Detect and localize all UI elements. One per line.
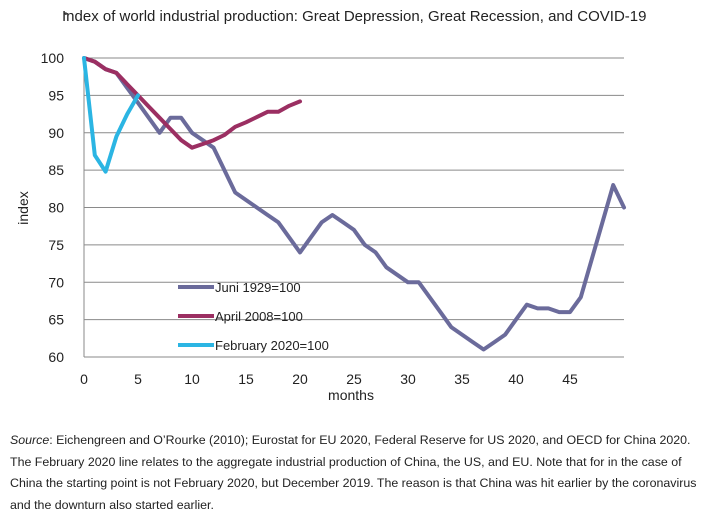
y-axis-ticks: 60 65 70 75 80 85 90 95 100 xyxy=(41,50,65,365)
x-tick-label: 15 xyxy=(238,371,254,387)
y-tick-label: 85 xyxy=(48,162,64,178)
y-tick-label: 95 xyxy=(48,87,64,103)
source-label: Source xyxy=(10,433,50,447)
x-axis-label: months xyxy=(328,387,374,403)
y-tick-label: 100 xyxy=(41,50,65,66)
series-line-1 xyxy=(82,56,626,352)
x-tick-label: 5 xyxy=(134,371,142,387)
legend-label: April 2008=100 xyxy=(215,309,303,324)
y-tick-label: 90 xyxy=(48,125,64,141)
caption-text: : Eichengreen and O’Rourke (2010); Euros… xyxy=(10,433,697,512)
y-tick-label: 65 xyxy=(48,312,64,328)
gridlines xyxy=(83,57,624,358)
series-lines xyxy=(82,56,626,352)
x-tick-label: 40 xyxy=(508,371,524,387)
x-tick-label: 20 xyxy=(292,371,308,387)
y-tick-label: 70 xyxy=(48,274,64,290)
series-line-2 xyxy=(82,56,302,150)
x-tick-label: 25 xyxy=(346,371,362,387)
source-caption: Source: Eichengreen and O’Rourke (2010);… xyxy=(10,430,710,516)
legend-label: Juni 1929=100 xyxy=(215,280,301,295)
chart-title: Index of world industrial production: Gr… xyxy=(62,8,647,25)
title-bullet: • xyxy=(64,9,68,20)
line-chart: 60 65 70 75 80 85 90 95 100 0 5 10 15 20 25 30 35 40 45 J… xyxy=(15,50,626,403)
x-axis-ticks: 0 5 10 15 20 25 30 35 40 45 xyxy=(80,371,578,387)
x-tick-label: 35 xyxy=(454,371,470,387)
x-tick-label: 30 xyxy=(400,371,416,387)
y-tick-label: 75 xyxy=(48,237,64,253)
x-tick-label: 0 xyxy=(80,371,88,387)
series-line-3 xyxy=(82,56,140,174)
y-tick-label: 60 xyxy=(48,349,64,365)
legend: Juni 1929=100 April 2008=100 February 2020… xyxy=(178,280,329,353)
y-axis-label: index xyxy=(15,191,31,224)
x-tick-label: 10 xyxy=(184,371,200,387)
y-tick-label: 80 xyxy=(48,200,64,216)
x-tick-label: 45 xyxy=(562,371,578,387)
legend-label: February 2020=100 xyxy=(215,338,329,353)
